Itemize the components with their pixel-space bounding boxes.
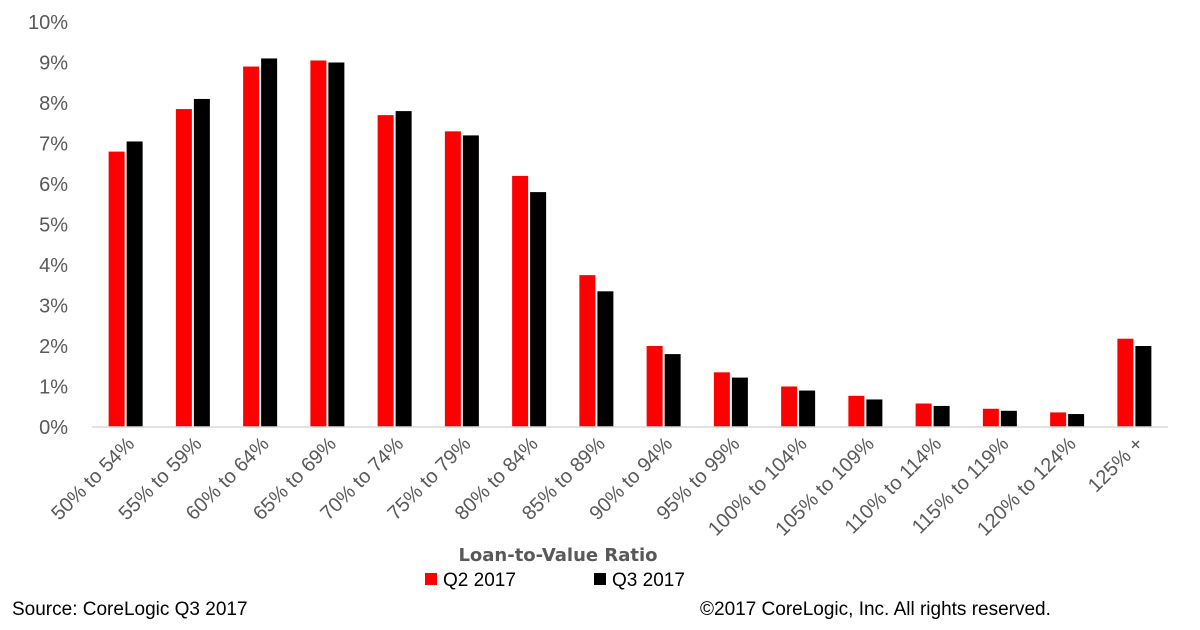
y-tick-label: 2% bbox=[39, 336, 68, 358]
bar-q2 bbox=[915, 403, 932, 427]
bar-q3 bbox=[261, 58, 278, 427]
legend-label-q3: Q3 2017 bbox=[612, 570, 685, 591]
bar-q2 bbox=[579, 275, 596, 427]
bar-q3 bbox=[126, 141, 143, 427]
bar-q2 bbox=[444, 131, 461, 427]
bar-q2 bbox=[848, 395, 865, 427]
bars bbox=[108, 58, 1152, 428]
bar-q3 bbox=[530, 192, 547, 427]
bar-q3 bbox=[664, 354, 681, 427]
bar-q2 bbox=[512, 175, 529, 427]
bar-q3 bbox=[1135, 346, 1152, 427]
bar-q2 bbox=[175, 109, 192, 427]
y-tick-label: 4% bbox=[39, 255, 68, 277]
bar-q2 bbox=[713, 372, 730, 427]
source-note: Source: CoreLogic Q3 2017 bbox=[12, 599, 248, 620]
legend-swatch-q2 bbox=[425, 573, 437, 585]
bar-q3 bbox=[731, 377, 748, 427]
bar-q2 bbox=[377, 115, 394, 428]
bar-q3 bbox=[193, 98, 210, 427]
y-tick-label: 6% bbox=[39, 174, 68, 196]
bar-q3 bbox=[866, 399, 883, 427]
bar-q3 bbox=[395, 111, 412, 427]
bar-q2 bbox=[982, 408, 999, 427]
bar-q3 bbox=[799, 390, 816, 427]
x-tick-label: 125% + bbox=[1084, 433, 1148, 497]
bar-q3 bbox=[1000, 410, 1017, 427]
y-tick-label: 1% bbox=[39, 377, 68, 399]
legend-label-q2: Q2 2017 bbox=[443, 570, 516, 591]
bar-q2 bbox=[646, 346, 663, 427]
bar-q3 bbox=[933, 405, 950, 427]
y-tick-label: 0% bbox=[39, 417, 68, 439]
y-tick-label: 8% bbox=[39, 93, 68, 115]
bar-q2 bbox=[243, 66, 260, 428]
y-tick-label: 5% bbox=[39, 215, 68, 237]
bar-q2 bbox=[1050, 412, 1067, 427]
legend: Q2 2017 Q3 2017 bbox=[425, 570, 685, 591]
bar-q3 bbox=[597, 291, 614, 427]
x-axis-ticks: 50% to 54%55% to 59%60% to 64%65% to 69%… bbox=[47, 433, 1148, 541]
y-tick-label: 7% bbox=[39, 134, 68, 156]
copyright-note: ©2017 CoreLogic, Inc. All rights reserve… bbox=[700, 599, 1051, 620]
bar-q3 bbox=[328, 62, 345, 427]
bar-q2 bbox=[781, 386, 798, 427]
bar-q2 bbox=[1117, 338, 1134, 427]
y-axis-ticks: 0% 1% 2% 3% 4% 5% 6% 7% 8% 9% 10% bbox=[28, 12, 68, 439]
bar-q2 bbox=[310, 60, 327, 427]
bar-q3 bbox=[462, 135, 479, 427]
y-tick-label: 3% bbox=[39, 296, 68, 318]
y-tick-label: 10% bbox=[28, 12, 68, 34]
y-tick-label: 9% bbox=[39, 53, 68, 75]
bar-q3 bbox=[1068, 414, 1085, 427]
bar-q2 bbox=[108, 151, 125, 427]
x-axis-title: Loan-to-Value Ratio bbox=[458, 545, 657, 566]
legend-swatch-q3 bbox=[594, 573, 606, 585]
